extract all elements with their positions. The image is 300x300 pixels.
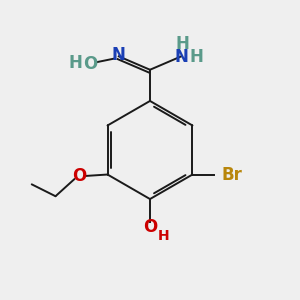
Text: O: O (83, 55, 98, 73)
Text: O: O (72, 167, 86, 185)
Text: O: O (143, 218, 157, 236)
Text: N: N (174, 48, 188, 66)
Text: Br: Br (222, 166, 242, 184)
Text: N: N (112, 46, 126, 64)
Text: H: H (190, 48, 204, 66)
Text: H: H (158, 229, 169, 243)
Text: H: H (176, 35, 189, 53)
Text: H: H (68, 54, 82, 72)
